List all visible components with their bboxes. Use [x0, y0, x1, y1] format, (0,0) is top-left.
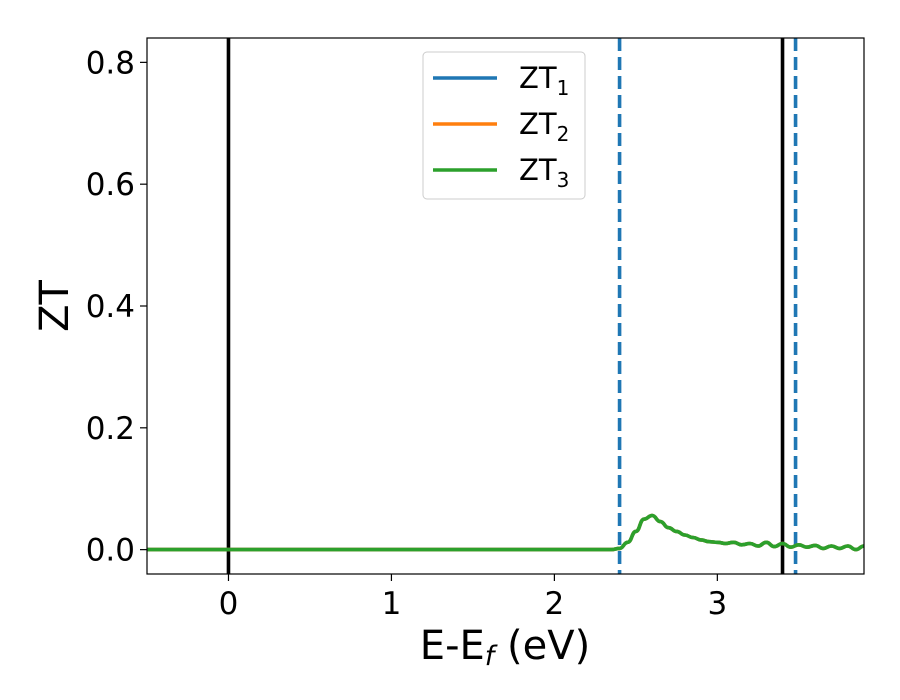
x-tick-label: 0 — [219, 586, 239, 622]
series-line-3 — [147, 513, 864, 552]
legend-label-2: ZT2 — [519, 107, 569, 146]
y-axis: 0.0 0.2 0.4 0.6 0.8 — [86, 45, 147, 569]
y-tick-label: 0.6 — [86, 167, 135, 203]
x-axis: 0 1 2 3 — [219, 574, 727, 622]
legend-label-3: ZT3 — [519, 153, 569, 192]
x-tick-label: 1 — [382, 586, 402, 622]
legend-label-1: ZT1 — [519, 61, 569, 100]
vertical-lines — [226, 38, 798, 574]
y-tick-label: 0.8 — [86, 45, 135, 81]
x-tick-label: 2 — [545, 586, 565, 622]
y-tick-label: 0.4 — [86, 289, 135, 325]
x-tick-label: 3 — [707, 586, 727, 622]
legend: ZT1 ZT2 ZT3 — [422, 51, 586, 200]
x-axis-label: E-Ef (eV) — [420, 623, 590, 672]
legend-frame — [422, 51, 586, 200]
y-axis-label: ZT — [32, 280, 78, 332]
y-tick-label: 0.2 — [86, 411, 135, 447]
y-tick-label: 0.0 — [86, 533, 135, 569]
series-lines — [147, 513, 864, 552]
